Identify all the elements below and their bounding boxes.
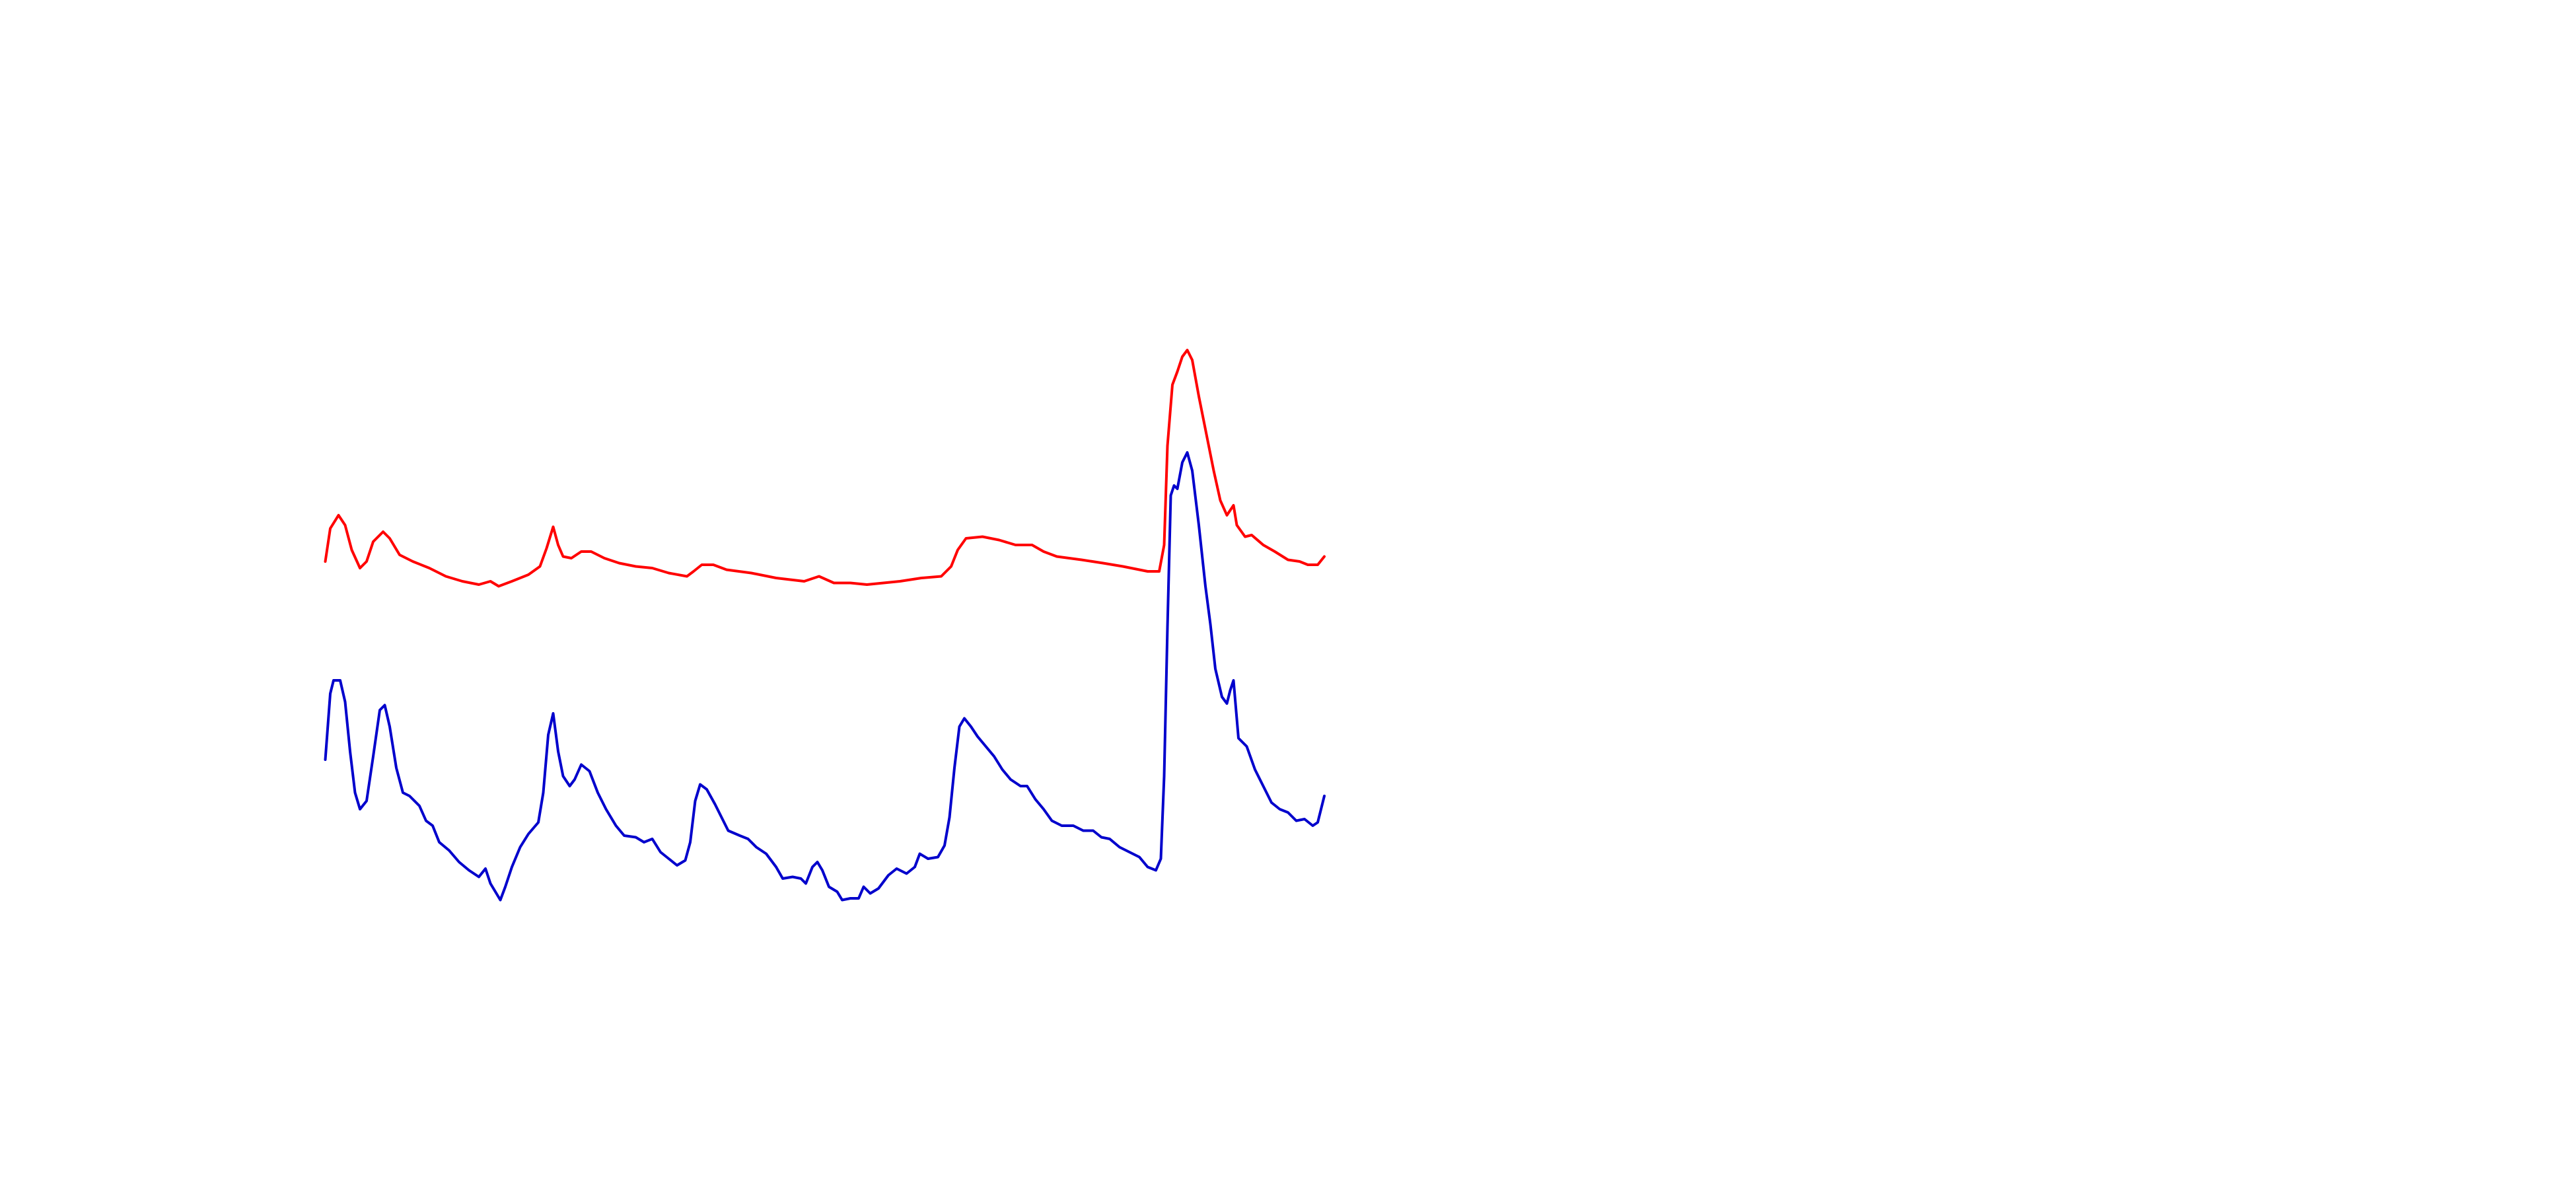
line-series: [324, 349, 1326, 588]
line-series: [324, 451, 1326, 902]
